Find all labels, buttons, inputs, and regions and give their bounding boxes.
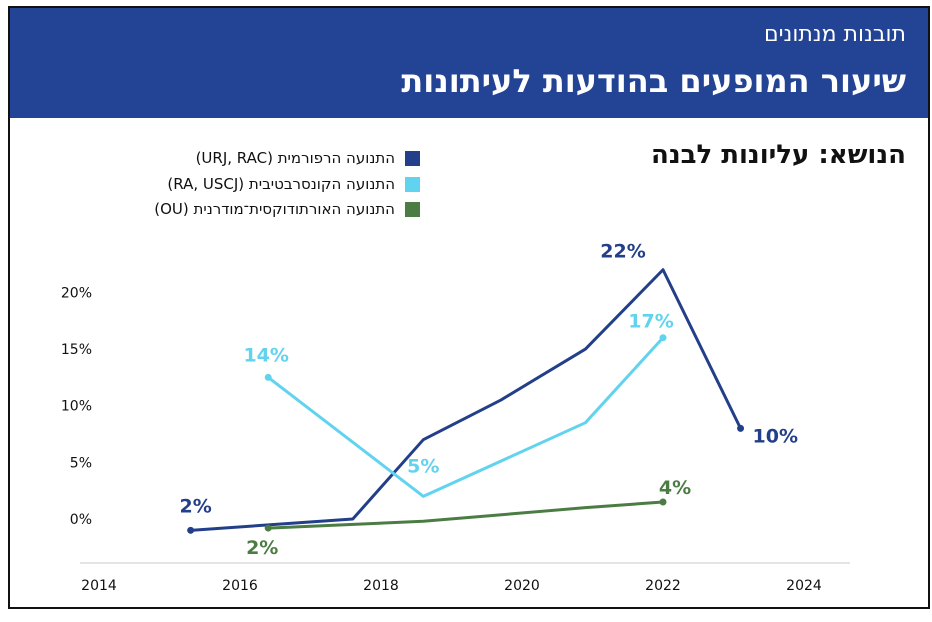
y-tick-label: 20% — [61, 285, 92, 301]
chart-subject: הנושא: עליונות לבנה — [650, 140, 906, 170]
data-label-2: 2% — [246, 537, 278, 559]
series-line-1 — [267, 336, 665, 498]
series-point-2 — [659, 498, 667, 506]
legend-swatch-reform — [405, 150, 420, 166]
line-chart: 2014 2016 2018 2020 2022 2024 0% 5% 10% 15% 20% 2% 2… — [61, 241, 850, 594]
legend-label-reform: התנועה הרפורמית (URJ, RAC) — [195, 149, 395, 167]
legend-label-conservative: התנועה הקונסרבטיבית (RA, USCJ) — [167, 175, 395, 193]
y-tick-label: 5% — [70, 455, 92, 471]
series-line-0 — [190, 268, 742, 532]
legend-item-orthodox: התנועה האורתודוקסית־מודרנית (OU) — [154, 199, 420, 219]
x-tick-label: 2020 — [504, 578, 540, 594]
x-tick-label: 2014 — [81, 578, 117, 594]
header-banner: תובנות מנתונים שיעור המופעים בהודעות לעי… — [10, 8, 928, 118]
data-label-0: 2% — [180, 495, 212, 517]
legend-label-orthodox: התנועה האורתודוקסית־מודרנית (OU) — [154, 200, 395, 218]
y-tick-label: 0% — [70, 512, 92, 528]
x-tick-label: 2016 — [222, 578, 258, 594]
data-label-1: 14% — [243, 344, 288, 366]
infographic-frame: תובנות מנתונים שיעור המופעים בהודעות לעי… — [8, 6, 930, 609]
series-line-2 — [268, 500, 664, 530]
data-label-1: 5% — [407, 455, 439, 477]
data-label-0: 10% — [753, 425, 798, 447]
data-label-2: 4% — [659, 477, 691, 499]
y-tick-label: 10% — [61, 399, 92, 415]
header-kicker: תובנות מנתונים — [764, 22, 906, 47]
legend-item-reform: התנועה הרפורמית (URJ, RAC) — [196, 148, 420, 168]
header-title: שיעור המופעים בהודעות לעיתונות — [401, 62, 906, 100]
series-point-2 — [264, 524, 272, 532]
data-label-1: 17% — [628, 311, 673, 333]
legend-swatch-orthodox — [405, 201, 420, 217]
series-point-0 — [187, 526, 195, 534]
y-tick-label: 15% — [61, 342, 92, 358]
x-tick-label: 2022 — [645, 578, 681, 594]
legend-swatch-conservative — [405, 176, 420, 192]
x-tick-label: 2024 — [786, 578, 822, 594]
series-point-0 — [737, 424, 745, 432]
series-point-1 — [264, 373, 272, 381]
legend-item-conservative: התנועה הקונסרבטיבית (RA, USCJ) — [167, 174, 420, 194]
series-point-1 — [659, 334, 667, 342]
data-label-0: 22% — [600, 241, 645, 263]
x-tick-label: 2018 — [363, 578, 399, 594]
